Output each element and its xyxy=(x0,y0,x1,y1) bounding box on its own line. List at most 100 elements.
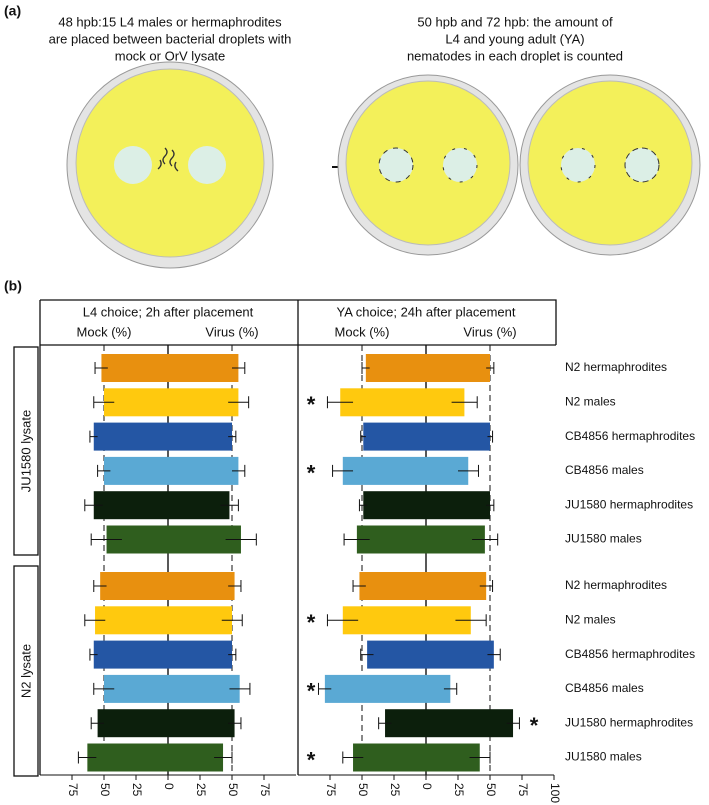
error-bar xyxy=(228,396,250,409)
error-bar xyxy=(225,533,257,546)
petri-dish xyxy=(337,74,519,256)
error-bar xyxy=(506,717,520,730)
bar xyxy=(100,572,168,600)
row-label: N2 hermaphrodites xyxy=(565,578,667,592)
error-bar xyxy=(342,751,364,764)
bar xyxy=(168,606,232,635)
x-tick-label: 25 xyxy=(130,783,144,797)
bar xyxy=(101,354,168,382)
x-tick-label: 75 xyxy=(324,783,338,797)
bar xyxy=(168,456,239,485)
significance-star: * xyxy=(307,610,316,635)
bar xyxy=(104,456,168,485)
error-bar xyxy=(479,580,494,592)
legend-label: Mock (%) xyxy=(335,324,390,339)
bar xyxy=(168,388,239,417)
error-bar xyxy=(451,396,478,409)
petri-dish xyxy=(519,74,701,256)
bar xyxy=(168,422,232,451)
error-bar xyxy=(317,682,332,695)
error-bar xyxy=(84,499,103,512)
row-label: JU1580 hermaphrodites xyxy=(565,497,693,511)
significance-star: * xyxy=(530,713,539,738)
bar xyxy=(342,456,426,485)
error-bar xyxy=(232,464,246,477)
bar xyxy=(426,491,490,520)
group-label: JU1580 lysate xyxy=(18,410,33,492)
bar xyxy=(426,640,494,669)
panel-title: YA choice; 24h after placement xyxy=(337,304,516,319)
row-label: CB4856 hermaphrodites xyxy=(565,429,695,443)
caption-line: nematodes in each droplet is counted xyxy=(407,48,623,63)
panel-title: L4 choice; 2h after placement xyxy=(83,304,254,319)
bar xyxy=(359,572,426,600)
bar xyxy=(340,388,426,417)
error-bar xyxy=(352,580,366,592)
error-bar xyxy=(228,430,237,443)
x-tick-label: 50 xyxy=(98,783,112,797)
error-bar xyxy=(361,362,370,374)
row-label: CB4856 hermaphrodites xyxy=(565,647,695,661)
error-bar xyxy=(89,648,98,661)
error-bar xyxy=(326,614,359,627)
legend-label: Mock (%) xyxy=(77,324,132,339)
bar xyxy=(168,354,239,382)
error-bar xyxy=(487,648,501,661)
significance-star: * xyxy=(307,461,316,486)
bar xyxy=(93,422,168,451)
bar xyxy=(168,674,240,703)
error-bar xyxy=(89,430,98,443)
error-bar xyxy=(93,580,107,592)
caption-line: are placed between bacterial droplets wi… xyxy=(49,31,292,46)
error-bar xyxy=(443,682,458,695)
error-bar xyxy=(93,396,115,409)
x-tick-label: 50 xyxy=(484,783,498,797)
bar xyxy=(87,743,168,772)
caption-line: 48 hpb:15 L4 males or hermaphrodites xyxy=(58,14,282,29)
frame xyxy=(13,299,557,777)
row-label: N2 males xyxy=(565,394,616,408)
error-bar xyxy=(228,580,242,592)
error-bar xyxy=(84,614,106,627)
bar xyxy=(324,674,426,703)
bar xyxy=(168,709,235,738)
error-bar xyxy=(228,648,237,661)
error-bar xyxy=(90,533,122,546)
bar xyxy=(95,606,168,635)
bar xyxy=(168,743,224,772)
caption-line: 50 hpb and 72 hpb: the amount of xyxy=(417,14,613,29)
bar xyxy=(168,491,230,520)
x-tick-label: 25 xyxy=(194,783,208,797)
caption-line: mock or OrV lysate xyxy=(115,48,226,63)
error-bar xyxy=(486,499,495,512)
bar xyxy=(426,572,487,600)
caption-line: L4 and young adult (YA) xyxy=(445,31,584,46)
bar xyxy=(104,674,168,703)
error-bar xyxy=(360,430,366,443)
bar xyxy=(426,709,514,738)
petri-dish xyxy=(66,61,274,269)
x-tick-label: 75 xyxy=(258,783,272,797)
row-label: N2 males xyxy=(565,612,616,626)
row-label: JU1580 males xyxy=(565,532,642,546)
x-tick-label: 75 xyxy=(66,783,80,797)
error-bar xyxy=(343,533,370,546)
x-tick-label: 25 xyxy=(388,783,402,797)
error-bar xyxy=(358,499,368,512)
significance-star: * xyxy=(307,679,316,704)
error-bar xyxy=(94,362,108,374)
error-bar xyxy=(332,464,354,477)
error-bar xyxy=(220,499,239,512)
legend-label: Virus (%) xyxy=(463,324,516,339)
x-tick-label: 100 xyxy=(548,783,562,803)
error-bar xyxy=(228,717,242,730)
bar xyxy=(426,422,490,451)
error-bar xyxy=(77,751,97,764)
significance-star: * xyxy=(307,392,316,417)
x-tick-label: 25 xyxy=(452,783,466,797)
bar xyxy=(104,388,168,417)
error-bar xyxy=(360,648,374,661)
bar xyxy=(426,354,490,382)
error-bar xyxy=(97,464,111,477)
bar xyxy=(168,572,235,600)
